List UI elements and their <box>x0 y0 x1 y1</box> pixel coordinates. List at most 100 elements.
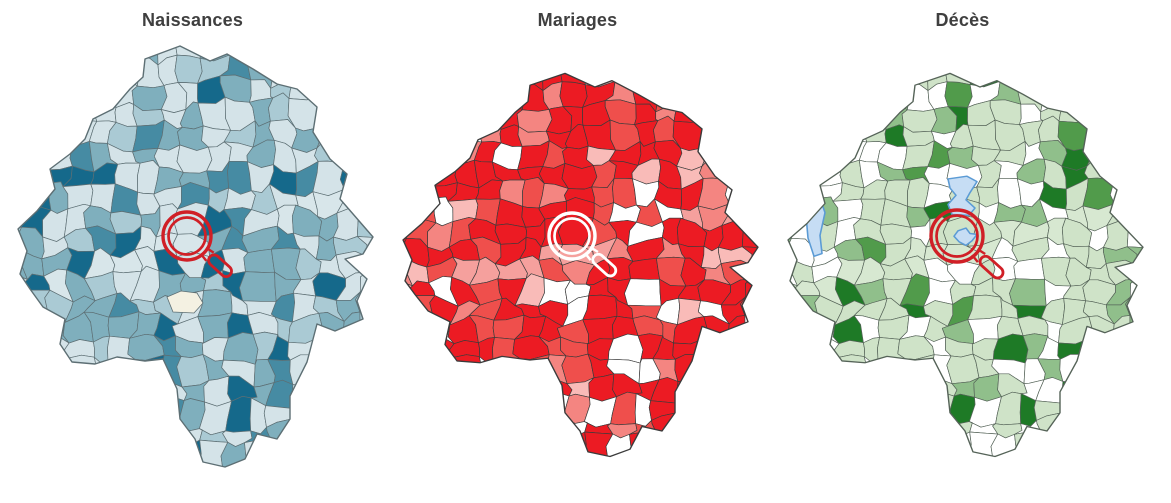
commune <box>678 402 713 418</box>
commune <box>354 190 373 214</box>
commune <box>315 97 348 128</box>
commune <box>338 462 369 467</box>
commune <box>837 375 869 405</box>
commune <box>343 72 358 108</box>
commune <box>652 73 679 86</box>
commune <box>515 373 543 399</box>
commune <box>833 432 861 457</box>
commune <box>833 354 868 384</box>
commune <box>539 412 566 434</box>
commune <box>289 354 322 386</box>
commune <box>18 380 26 407</box>
commune <box>478 380 500 405</box>
commune <box>109 46 142 66</box>
commune <box>877 358 909 381</box>
commune <box>43 379 74 410</box>
commune <box>409 103 432 132</box>
commune <box>403 433 408 453</box>
commune <box>695 454 731 457</box>
commune <box>1080 454 1116 457</box>
commune <box>473 73 504 92</box>
commune <box>859 458 888 479</box>
commune <box>1080 435 1111 457</box>
commune <box>132 464 163 467</box>
commune <box>1081 83 1121 111</box>
commune <box>788 202 796 224</box>
commune <box>424 103 459 128</box>
commune <box>863 380 885 405</box>
commune <box>46 103 78 128</box>
commune <box>108 471 134 491</box>
commune <box>546 431 563 457</box>
commune <box>403 377 411 402</box>
commune <box>355 103 373 127</box>
commune <box>1059 73 1090 86</box>
commune <box>1130 458 1156 479</box>
choropleth-map-mariages[interactable] <box>385 39 770 492</box>
commune <box>879 73 912 92</box>
commune <box>18 46 26 66</box>
commune <box>320 374 336 409</box>
no-data-commune <box>166 290 204 314</box>
commune <box>498 396 527 425</box>
commune <box>696 73 731 91</box>
commune <box>25 165 50 192</box>
commune <box>492 358 524 381</box>
commune <box>311 46 346 65</box>
commune <box>337 141 366 164</box>
magnifier-icon[interactable] <box>547 211 618 278</box>
commune <box>1058 81 1084 111</box>
commune <box>624 278 662 307</box>
choropleth-map-deces[interactable] <box>770 39 1155 492</box>
commune <box>673 81 699 111</box>
commune <box>788 415 795 444</box>
commune <box>743 73 758 92</box>
commune <box>18 170 29 192</box>
commune <box>404 168 430 188</box>
commune <box>788 433 793 453</box>
commune <box>269 54 295 89</box>
commune <box>63 440 91 467</box>
commune <box>1113 125 1132 147</box>
commune <box>161 439 178 467</box>
commune <box>331 399 368 430</box>
commune <box>1104 341 1139 364</box>
commune <box>500 440 526 457</box>
commune <box>18 96 29 132</box>
commune <box>409 353 430 384</box>
commune <box>607 453 640 457</box>
commune <box>239 271 277 302</box>
commune <box>788 105 799 132</box>
commune <box>109 55 140 87</box>
commune <box>403 343 414 364</box>
commune <box>474 458 503 479</box>
commune <box>1134 374 1143 402</box>
magnifier-icon[interactable] <box>161 210 234 279</box>
commune <box>674 354 707 383</box>
commune <box>456 73 482 89</box>
commune <box>338 46 369 66</box>
commune <box>471 437 505 457</box>
commune <box>747 155 758 190</box>
commune <box>139 419 165 451</box>
choropleth-map-naissances[interactable] <box>0 39 385 492</box>
water-feature <box>953 227 978 247</box>
map-title-mariages: Mariages <box>537 10 618 30</box>
commune <box>268 439 291 467</box>
commune <box>322 399 336 426</box>
commune <box>1022 73 1043 87</box>
commune <box>24 354 45 387</box>
commune <box>20 381 52 405</box>
commune <box>288 465 321 467</box>
commune <box>115 449 141 467</box>
commune <box>454 398 480 423</box>
magnifier-icon[interactable] <box>929 208 1005 280</box>
commune <box>18 402 52 426</box>
commune <box>721 436 755 457</box>
commune <box>1013 257 1045 280</box>
commune <box>18 81 29 110</box>
commune <box>494 373 524 405</box>
commune <box>22 182 52 211</box>
commune <box>813 376 844 405</box>
commune <box>71 46 97 63</box>
